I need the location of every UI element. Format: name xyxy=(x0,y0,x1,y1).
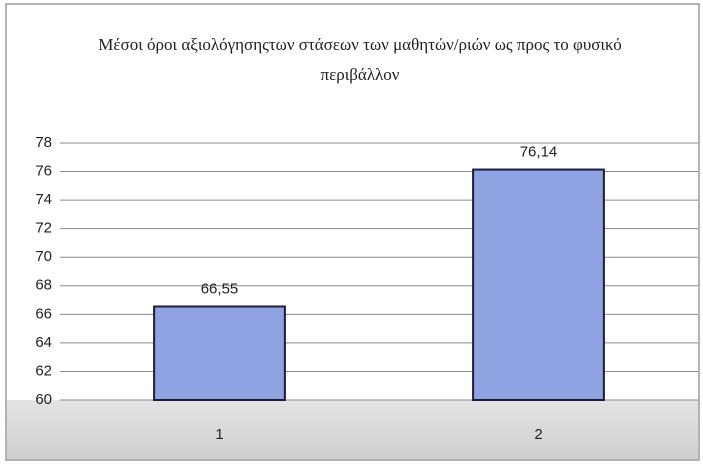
y-tick-label: 64 xyxy=(35,334,52,351)
floor xyxy=(7,400,698,459)
y-tick-label: 76 xyxy=(35,163,52,180)
value-label: 66,55 xyxy=(201,280,239,297)
x-tick-label: 1 xyxy=(215,426,223,443)
y-tick-label: 74 xyxy=(35,191,52,208)
y-tick-label: 60 xyxy=(35,391,52,408)
y-tick-label: 66 xyxy=(35,305,52,322)
y-tick-label: 62 xyxy=(35,362,52,379)
y-tick-label: 70 xyxy=(35,248,52,265)
y-tick-label: 72 xyxy=(35,220,52,237)
x-tick-label: 2 xyxy=(534,426,542,443)
bar xyxy=(472,168,605,401)
bar xyxy=(153,305,286,402)
chart-title: Μέσοι όροι αξιολόγησηςτων στάσεων των μα… xyxy=(98,35,622,84)
value-label: 76,14 xyxy=(520,144,558,161)
y-tick-label: 78 xyxy=(35,134,52,151)
y-tick-label: 68 xyxy=(35,277,52,294)
